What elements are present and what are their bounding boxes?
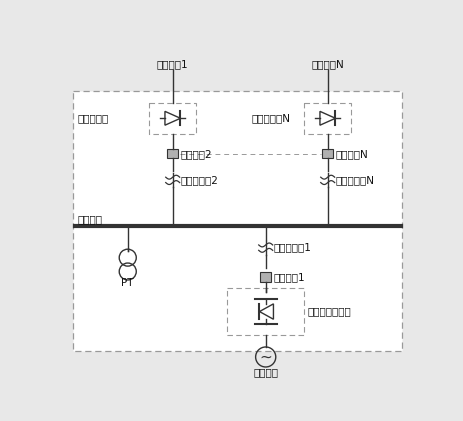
Text: 配电用户1: 配电用户1 — [156, 59, 188, 69]
Bar — [167, 149, 178, 158]
Bar — [260, 272, 270, 282]
Bar — [304, 103, 350, 134]
Text: 直流互感器2: 直流互感器2 — [180, 175, 218, 185]
Text: 直流互感器N: 直流互感器N — [335, 175, 374, 185]
Text: 配电用户N: 配电用户N — [311, 59, 344, 69]
Text: 用户逆变站N: 用户逆变站N — [251, 113, 290, 123]
Text: 直流互感器1: 直流互感器1 — [273, 242, 311, 253]
Text: ~: ~ — [259, 349, 271, 365]
Text: 直流开关1: 直流开关1 — [273, 272, 304, 282]
Text: 交流系统: 交流系统 — [253, 368, 278, 377]
Bar — [149, 103, 195, 134]
Text: 直流开关2: 直流开关2 — [180, 149, 212, 159]
Bar — [226, 288, 304, 336]
Text: PT: PT — [121, 278, 134, 288]
Text: 直流开关N: 直流开关N — [335, 149, 368, 159]
Text: 用户逆变站: 用户逆变站 — [77, 113, 108, 123]
Bar — [73, 91, 401, 351]
Text: 交流系统整流站: 交流系统整流站 — [307, 306, 350, 317]
Text: 直流母线: 直流母线 — [77, 214, 102, 224]
Bar — [322, 149, 332, 158]
